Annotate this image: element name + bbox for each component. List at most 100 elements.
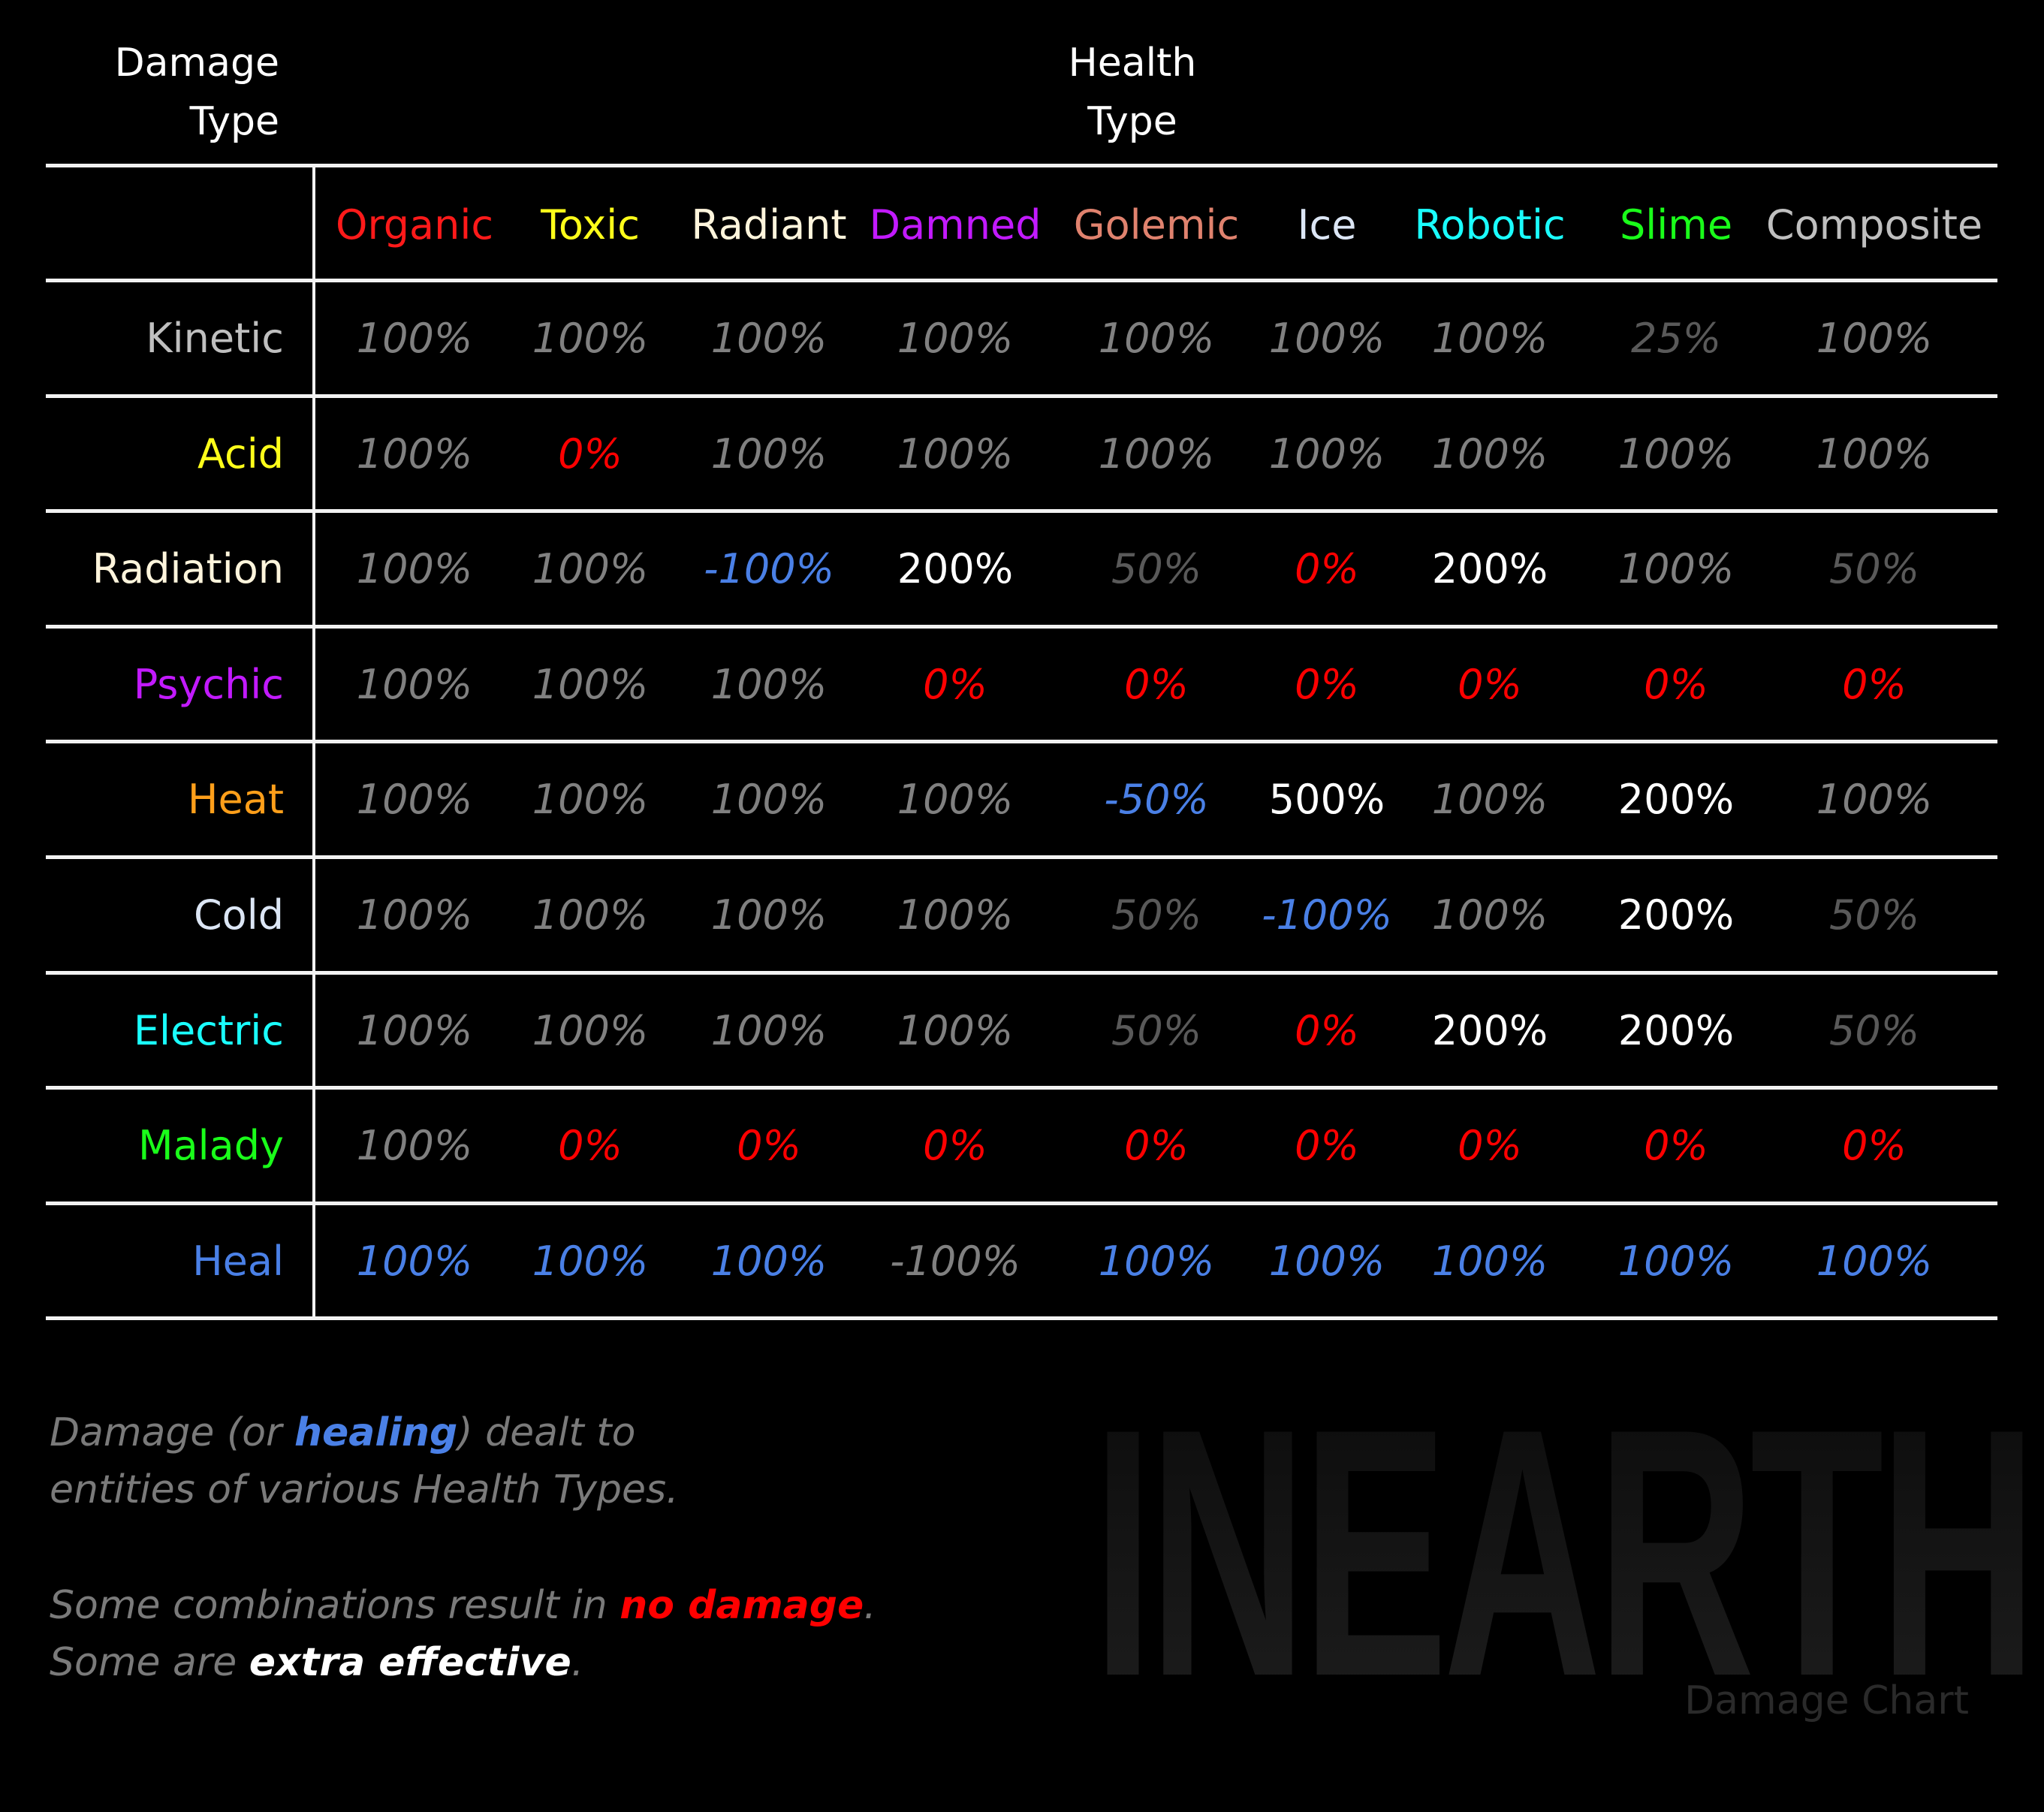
cell-heal-slime: 100% [1617, 1237, 1735, 1285]
cell-heat-organic: 100% [356, 776, 473, 824]
cell-kinetic-slime: 25% [1630, 315, 1722, 362]
note-extra-effective-emphasis: extra effective [249, 1640, 571, 1685]
cell-electric-radiant: 100% [710, 1006, 828, 1054]
note-line-3: Some combinations result in no damage. [50, 1577, 876, 1634]
note-no-damage-emphasis: no damage [620, 1583, 864, 1628]
cell-acid-radiant: 100% [710, 430, 828, 478]
cell-radiation-robotic: 200% [1431, 545, 1548, 593]
cell-radiation-ice: 0% [1295, 545, 1359, 593]
cell-heal-ice: 100% [1268, 1237, 1385, 1285]
cell-heal-robotic: 100% [1431, 1237, 1548, 1285]
column-header-toxic: Toxic [541, 201, 640, 249]
cell-acid-golemic: 100% [1098, 430, 1215, 478]
column-header-radiant: Radiant [691, 201, 847, 249]
row-divider [46, 1086, 1997, 1090]
row-divider [46, 279, 1997, 282]
cell-cold-toxic: 100% [532, 891, 649, 939]
cell-malady-organic: 100% [356, 1122, 473, 1170]
cell-kinetic-composite: 100% [1816, 315, 1933, 362]
cell-malady-slime: 0% [1644, 1122, 1708, 1170]
row-header-kinetic: Kinetic [146, 315, 284, 362]
cell-cold-slime: 200% [1617, 891, 1735, 939]
cell-electric-organic: 100% [356, 1006, 473, 1054]
row-header-heal: Heal [192, 1237, 284, 1285]
cell-heal-damned: -100% [890, 1237, 1020, 1285]
health-type-title-line2: Type [1087, 99, 1177, 144]
inearth-logo: INEARTH [1093, 1355, 2037, 1750]
cell-psychic-golemic: 0% [1124, 660, 1189, 708]
cell-kinetic-radiant: 100% [710, 315, 828, 362]
cell-heal-toxic: 100% [532, 1237, 649, 1285]
cell-psychic-composite: 0% [1842, 660, 1907, 708]
column-header-golemic: Golemic [1073, 201, 1240, 249]
note-text: Damage (or [50, 1410, 294, 1455]
cell-electric-slime: 200% [1617, 1006, 1735, 1054]
cell-radiation-toxic: 100% [532, 545, 649, 593]
cell-radiation-organic: 100% [356, 545, 473, 593]
cell-radiation-composite: 50% [1828, 545, 1920, 593]
cell-malady-radiant: 0% [737, 1122, 801, 1170]
cell-psychic-radiant: 100% [710, 660, 828, 708]
column-header-composite: Composite [1765, 201, 1983, 249]
cell-cold-damned: 100% [897, 891, 1014, 939]
cell-malady-toxic: 0% [558, 1122, 623, 1170]
cell-psychic-damned: 0% [923, 660, 987, 708]
damage-type-title-line1: Damage [114, 41, 279, 86]
column-header-damned: Damned [869, 201, 1042, 249]
cell-acid-robotic: 100% [1431, 430, 1548, 478]
row-divider [46, 625, 1997, 629]
note-text: Some are [50, 1640, 249, 1685]
row-header-cold: Cold [193, 891, 284, 939]
note-healing-emphasis: healing [294, 1410, 458, 1455]
column-header-robotic: Robotic [1414, 201, 1566, 249]
cell-malady-composite: 0% [1842, 1122, 1907, 1170]
note-text: ) dealt to [457, 1410, 636, 1455]
cell-heat-ice: 500% [1268, 776, 1385, 824]
cell-acid-damned: 100% [897, 430, 1014, 478]
cell-malady-golemic: 0% [1124, 1122, 1189, 1170]
row-divider [46, 855, 1997, 859]
cell-cold-ice: -100% [1262, 891, 1392, 939]
note-text: Some combinations result in [50, 1583, 620, 1628]
cell-radiation-damned: 200% [897, 545, 1014, 593]
cell-cold-golemic: 50% [1111, 891, 1202, 939]
row-header-acid: Acid [197, 430, 284, 478]
cell-electric-golemic: 50% [1111, 1006, 1202, 1054]
damage-type-axis-title: Damage Type [24, 34, 279, 151]
cell-heal-composite: 100% [1816, 1237, 1933, 1285]
cell-kinetic-damned: 100% [897, 315, 1014, 362]
cell-cold-radiant: 100% [710, 891, 828, 939]
cell-heat-robotic: 100% [1431, 776, 1548, 824]
row-divider [46, 740, 1997, 743]
row-divider [46, 164, 1997, 167]
cell-acid-toxic: 0% [558, 430, 623, 478]
cell-heat-toxic: 100% [532, 776, 649, 824]
cell-electric-toxic: 100% [532, 1006, 649, 1054]
row-divider [46, 971, 1997, 975]
cell-heat-slime: 200% [1617, 776, 1735, 824]
health-type-title-line1: Health [1068, 41, 1197, 86]
cell-heat-golemic: -50% [1104, 776, 1209, 824]
row-divider [46, 1201, 1997, 1205]
column-header-ice: Ice [1297, 201, 1357, 249]
cell-acid-organic: 100% [356, 430, 473, 478]
cell-heal-organic: 100% [356, 1237, 473, 1285]
cell-kinetic-toxic: 100% [532, 315, 649, 362]
row-header-radiation: Radiation [92, 545, 284, 593]
row-header-electric: Electric [133, 1006, 284, 1054]
cell-psychic-toxic: 100% [532, 660, 649, 708]
note-text: . [571, 1640, 584, 1685]
cell-malady-robotic: 0% [1458, 1122, 1522, 1170]
damage-type-title-line2: Type [189, 99, 279, 144]
cell-kinetic-organic: 100% [356, 315, 473, 362]
cell-psychic-robotic: 0% [1458, 660, 1522, 708]
row-divider [46, 1316, 1997, 1320]
cell-heat-radiant: 100% [710, 776, 828, 824]
row-divider [46, 509, 1997, 513]
note-line-4: Some are extra effective. [50, 1634, 583, 1691]
cell-malady-ice: 0% [1295, 1122, 1359, 1170]
cell-heal-golemic: 100% [1098, 1237, 1215, 1285]
note-line-1: Damage (or healing) dealt to [50, 1404, 636, 1461]
cell-malady-damned: 0% [923, 1122, 987, 1170]
cell-psychic-ice: 0% [1295, 660, 1359, 708]
